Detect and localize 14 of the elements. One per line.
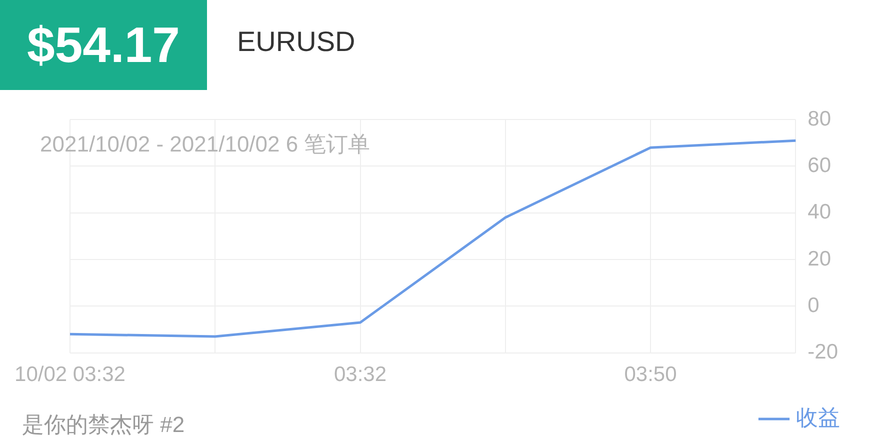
x-tick-label: 03:32: [334, 363, 387, 386]
y-tick-label: 0: [808, 294, 820, 317]
y-tick-label: 40: [808, 200, 832, 224]
y-tick-label: 80: [808, 107, 832, 130]
y-tick-label: 20: [808, 247, 832, 270]
legend-label: 收益: [796, 405, 840, 430]
y-tick-label: -20: [808, 340, 838, 364]
annotation: 2021/10/02 - 2021/10/02 6 笔订单: [40, 132, 370, 157]
x-tick-label: 10/02 03:32: [14, 363, 126, 386]
y-tick-label: 60: [808, 154, 832, 178]
x-tick-label: 03:50: [624, 363, 677, 386]
chart-subtitle: EURUSD: [237, 26, 356, 58]
text: 是你的禁杰呀 #2: [22, 411, 185, 439]
chart-title: $54.17: [0, 0, 207, 90]
